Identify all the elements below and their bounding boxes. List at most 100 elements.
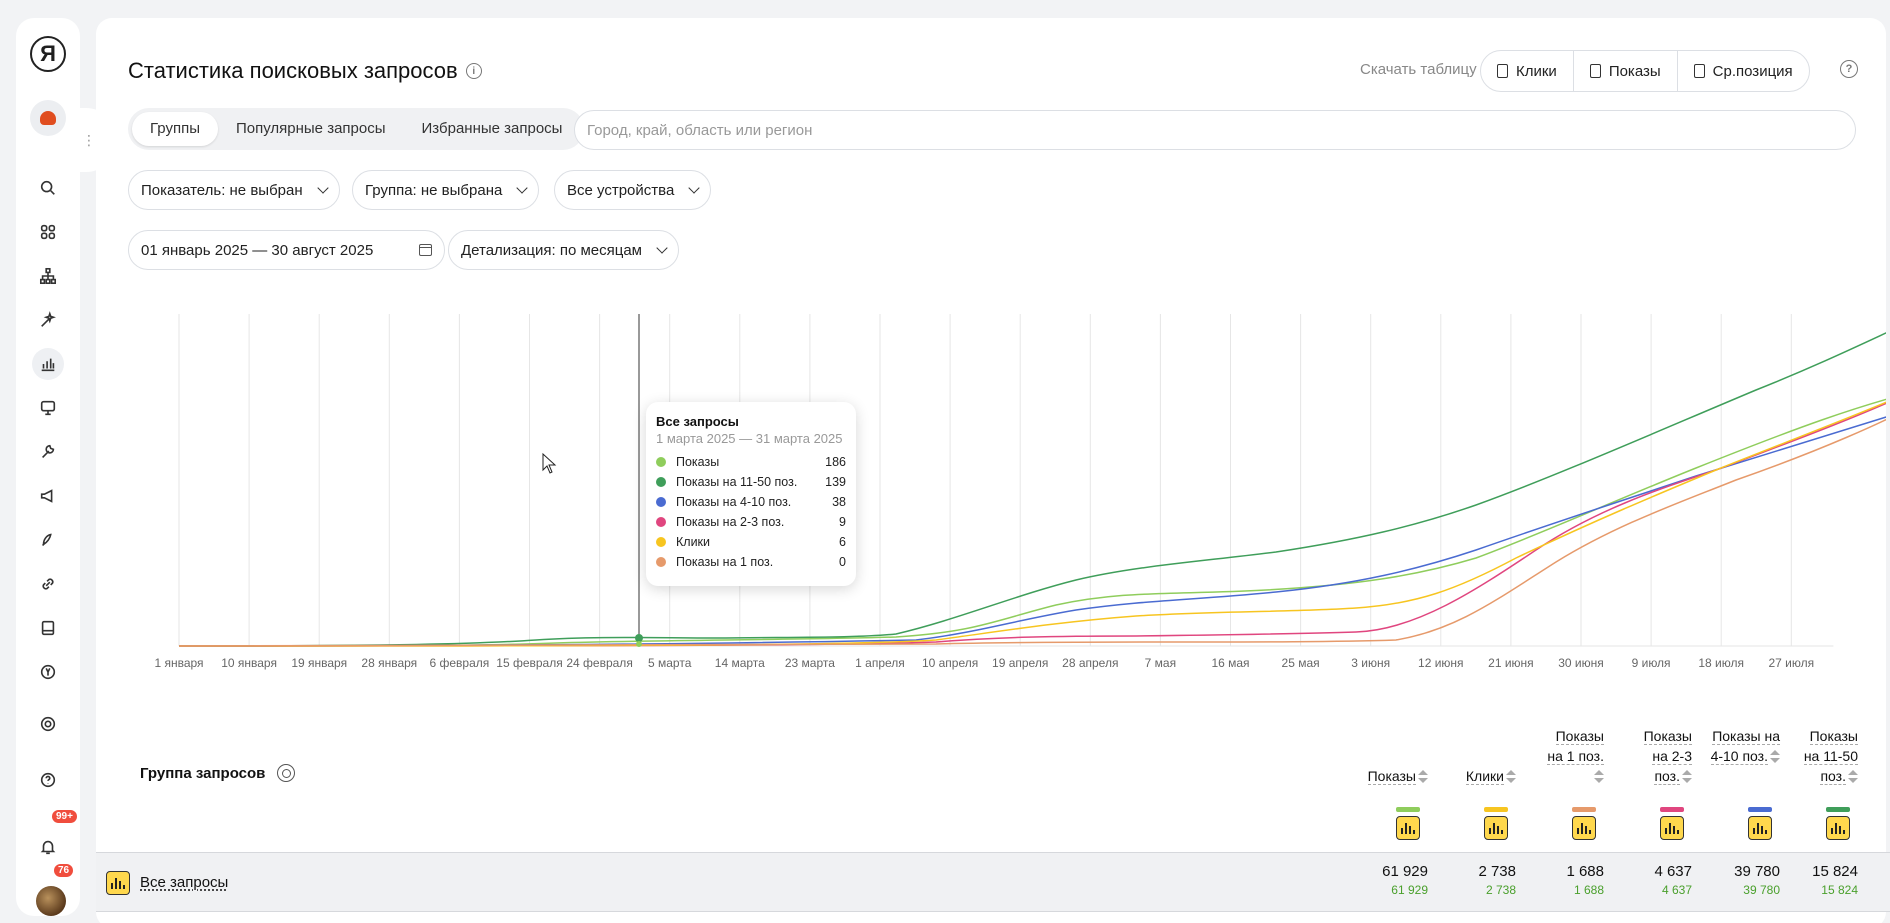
region-input[interactable] xyxy=(574,110,1856,150)
column-header[interactable]: Показы на 11-50 поз. xyxy=(1798,726,1858,786)
cell-value: 2 738 xyxy=(1478,863,1516,880)
table-cell: 61 929 61 929 xyxy=(1382,863,1428,897)
calendar-icon xyxy=(419,244,433,256)
tab-popular-queries[interactable]: Популярные запросы xyxy=(235,120,386,137)
download-avg-position-label: Ср.позиция xyxy=(1712,62,1793,80)
x-tick-label: 25 мая xyxy=(1282,656,1320,670)
x-tick-label: 1 января xyxy=(154,656,203,670)
bar-chart-toggle-icon[interactable] xyxy=(1748,816,1772,840)
line-chart[interactable]: 1 января 10 января 19 января 28 января 6 фев… xyxy=(96,300,1886,680)
x-axis-labels: 1 января 10 января 19 января 28 января 6 фев… xyxy=(154,656,1814,670)
search-icon[interactable] xyxy=(32,172,64,204)
bar-chart-toggle-icon[interactable] xyxy=(1660,816,1684,840)
row-label[interactable]: Все запросы xyxy=(140,874,229,891)
chevron-down-icon xyxy=(656,241,668,254)
x-tick-label: 21 июня xyxy=(1488,656,1534,670)
book-icon[interactable] xyxy=(32,612,64,644)
bar-chart-toggle-icon[interactable] xyxy=(1484,816,1508,840)
project-avatar[interactable] xyxy=(30,100,66,136)
help-circle-icon[interactable]: ? xyxy=(1840,60,1858,78)
sitemap-icon[interactable] xyxy=(32,260,64,292)
x-tick-label: 18 июля xyxy=(1698,656,1744,670)
detail-dropdown[interactable]: Детализация: по месяцам xyxy=(448,230,679,270)
tab-favorite-queries[interactable]: Избранные запросы xyxy=(421,120,563,137)
bar-chart-icon[interactable] xyxy=(32,348,64,380)
wrench-icon[interactable] xyxy=(32,436,64,468)
sort-icon[interactable] xyxy=(1594,770,1604,784)
help-icon[interactable] xyxy=(32,764,64,796)
column-header[interactable]: Клики xyxy=(1456,766,1516,786)
series-line xyxy=(178,398,1886,647)
detail-dropdown-label: Детализация: по месяцам xyxy=(461,241,642,259)
chart-tooltip: Все запросы 1 марта 2025 — 31 марта 2025… xyxy=(646,402,856,586)
devices-dropdown[interactable]: Все устройства xyxy=(554,170,712,210)
bar-chart-toggle-icon[interactable] xyxy=(1396,816,1420,840)
cell-subvalue: 61 929 xyxy=(1391,883,1428,897)
sort-icon[interactable] xyxy=(1770,750,1780,764)
sort-icon[interactable] xyxy=(1848,770,1858,784)
chart-grid xyxy=(178,314,1834,647)
download-impressions-button[interactable]: Показы xyxy=(1574,51,1678,91)
cell-subvalue: 2 738 xyxy=(1485,883,1516,897)
magic-wand-icon[interactable] xyxy=(32,304,64,336)
grid-icon[interactable] xyxy=(32,216,64,248)
tooltip-row: Показы на 1 поз. 0 xyxy=(656,552,846,572)
bar-chart-toggle-icon[interactable] xyxy=(1826,816,1850,840)
rocket-hand-icon[interactable] xyxy=(32,524,64,556)
column-header-label: Показы на 2-3 поз. xyxy=(1643,728,1692,785)
table-cell: 15 824 15 824 xyxy=(1812,863,1858,897)
chart-hover-point xyxy=(636,641,642,647)
date-range-picker[interactable]: 01 январь 2025 — 30 август 2025 xyxy=(128,230,446,270)
x-tick-label: 9 июля xyxy=(1632,656,1671,670)
chevron-down-icon xyxy=(316,181,329,194)
date-range-label: 01 январь 2025 — 30 август 2025 xyxy=(141,241,374,259)
yandex-logo[interactable]: Я xyxy=(30,36,66,72)
info-icon[interactable]: i xyxy=(465,63,482,79)
yandex-circle-icon[interactable] xyxy=(32,656,64,688)
file-icon xyxy=(1693,64,1705,78)
legend-dot xyxy=(656,537,666,547)
tooltip-title: Все запросы xyxy=(656,414,739,429)
indicator-dropdown[interactable]: Показатель: не выбран xyxy=(128,170,340,210)
left-rail: Я ⋮⋮ 99+ 76 xyxy=(16,18,116,916)
tooltip-series-value: 186 xyxy=(825,455,846,469)
gear-icon[interactable] xyxy=(277,764,296,782)
column-header-label: Показы на 1 поз. xyxy=(1547,728,1604,765)
tooltip-row: Показы на 2-3 поз. 9 xyxy=(656,512,846,532)
column-header[interactable]: Показы на 4-10 поз. xyxy=(1710,726,1780,766)
download-avg-position-button[interactable]: Ср.позиция xyxy=(1678,51,1809,91)
tooltip-row: Клики 6 xyxy=(656,532,846,552)
table-row[interactable]: Все запросы 61 929 61 929 2 738 2 738 1 688 1… xyxy=(96,852,1890,912)
file-icon xyxy=(1589,64,1601,78)
series-line xyxy=(178,402,1886,647)
tooltip-row: Показы 186 xyxy=(656,452,846,472)
column-header[interactable]: Показы на 2-3 поз. xyxy=(1632,726,1692,786)
bar-chart-toggle-icon[interactable] xyxy=(1572,816,1596,840)
sort-icon[interactable] xyxy=(1682,770,1692,784)
chart-lines xyxy=(178,332,1886,647)
x-tick-label: 30 июня xyxy=(1558,656,1604,670)
legend-dot xyxy=(656,557,666,567)
x-tick-label: 6 февраля xyxy=(430,656,490,670)
tab-groups[interactable]: Группы xyxy=(132,112,218,146)
legend-dot xyxy=(656,497,666,507)
tooltip-series-value: 38 xyxy=(832,495,846,509)
group-column-header: Группа запросов xyxy=(140,764,296,782)
link-icon[interactable] xyxy=(32,568,64,600)
user-avatar[interactable] xyxy=(36,886,66,916)
monitor-icon[interactable] xyxy=(32,392,64,424)
bar-chart-toggle-icon[interactable] xyxy=(106,871,130,895)
group-dropdown[interactable]: Группа: не выбрана xyxy=(352,170,540,210)
settings-icon[interactable] xyxy=(32,708,64,740)
tooltip-series-value: 139 xyxy=(825,475,846,489)
sort-icon[interactable] xyxy=(1506,770,1516,784)
column-header[interactable]: Показы на 1 поз. xyxy=(1544,726,1604,786)
bell-icon[interactable] xyxy=(32,831,64,863)
megaphone-icon[interactable] xyxy=(32,480,64,512)
sort-icon[interactable] xyxy=(1418,770,1428,784)
tooltip-series-name: Клики xyxy=(676,535,711,549)
cell-value: 39 780 xyxy=(1734,863,1780,880)
column-header-label: Клики xyxy=(1465,768,1504,785)
column-header[interactable]: Показы xyxy=(1358,766,1428,786)
download-clicks-button[interactable]: Клики xyxy=(1481,51,1574,91)
